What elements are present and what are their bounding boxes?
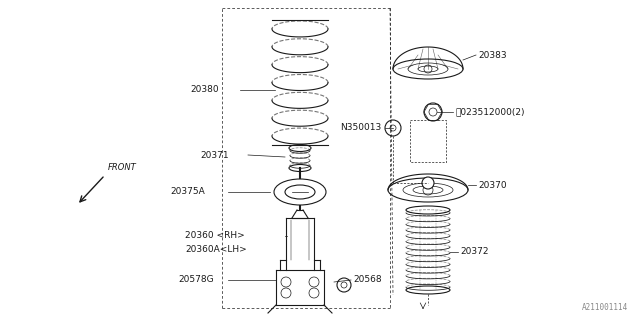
Ellipse shape	[388, 178, 468, 202]
Text: FRONT: FRONT	[108, 163, 137, 172]
Circle shape	[424, 103, 442, 121]
Text: 20371: 20371	[200, 150, 228, 159]
Text: 20372: 20372	[460, 247, 488, 257]
Ellipse shape	[393, 59, 463, 79]
Circle shape	[422, 177, 434, 189]
Text: 20383: 20383	[478, 51, 507, 60]
Text: ⓝ023512000(2): ⓝ023512000(2)	[455, 108, 525, 116]
Text: 20578G: 20578G	[178, 276, 214, 284]
Text: 20360A<LH>: 20360A<LH>	[185, 244, 247, 253]
Text: A211001114: A211001114	[582, 303, 628, 312]
Text: 20370: 20370	[478, 180, 507, 189]
Ellipse shape	[274, 179, 326, 205]
Ellipse shape	[285, 185, 315, 199]
Ellipse shape	[406, 206, 450, 214]
Text: N350013: N350013	[340, 124, 381, 132]
Text: 20360 <RH>: 20360 <RH>	[185, 231, 244, 241]
Text: 20568: 20568	[353, 276, 381, 284]
Circle shape	[385, 120, 401, 136]
Text: 20380: 20380	[190, 85, 219, 94]
Ellipse shape	[406, 286, 450, 294]
Text: 20375A: 20375A	[170, 188, 205, 196]
